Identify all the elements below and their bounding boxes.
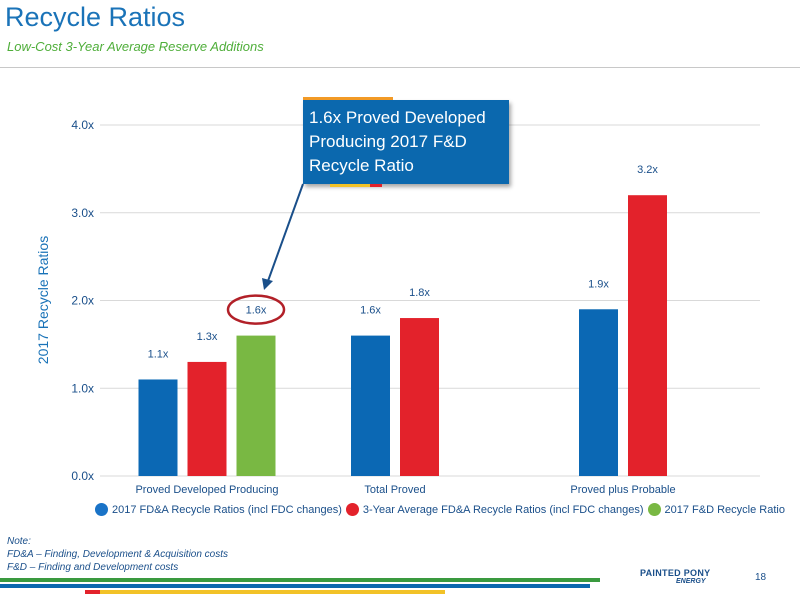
x-tick-label: Total Proved xyxy=(364,484,425,496)
legend-label-fda-3yr: 3-Year Average FD&A Recycle Ratios (incl… xyxy=(362,503,644,516)
legend-dot-fd-2017 xyxy=(647,503,661,516)
title-divider xyxy=(0,67,800,68)
footer-bar-yellow xyxy=(100,590,445,594)
bar xyxy=(187,361,227,476)
x-tick-label: Proved plus Probable xyxy=(570,484,675,496)
page-number: 18 xyxy=(755,572,767,583)
callout-stripe-bottom-2 xyxy=(370,184,382,187)
callout-box: 1.6x Proved Developed Producing 2017 F&D… xyxy=(303,100,509,184)
page-subtitle: Low-Cost 3-Year Average Reserve Addition… xyxy=(7,39,264,54)
footnote: Note: FD&A – Finding, Development & Acqu… xyxy=(7,535,228,574)
callout-arrow xyxy=(267,183,304,282)
data-label: 1.1x xyxy=(148,348,169,360)
data-label: 1.6x xyxy=(360,305,381,317)
bar xyxy=(628,195,667,476)
legend-label-fd-2017: 2017 F&D Recycle Ratio xyxy=(664,503,785,516)
data-label: 1.8x xyxy=(409,287,430,299)
x-tick-label: Proved Developed Producing xyxy=(135,484,278,496)
highlight-circle xyxy=(226,294,286,325)
footer-bar-green xyxy=(0,578,600,582)
legend-item-fd-2017: 2017 F&D Recycle Ratio xyxy=(647,503,785,516)
legend-dot-fda-2017 xyxy=(95,503,108,516)
y-axis-label: 2017 Recycle Ratios xyxy=(35,236,51,364)
callout-text: 1.6x Proved Developed Producing 2017 F&D… xyxy=(309,108,486,175)
callout-stripe-bottom xyxy=(330,184,370,187)
bar xyxy=(579,309,618,476)
footer-bar-blue xyxy=(0,584,590,588)
bar xyxy=(351,335,390,476)
legend-item-fda-3yr: 3-Year Average FD&A Recycle Ratios (incl… xyxy=(345,503,644,516)
y-tick-label: 2.0x xyxy=(71,294,94,308)
data-label: 1.9x xyxy=(588,278,609,290)
bar xyxy=(236,335,276,476)
page-title: Recycle Ratios xyxy=(5,2,186,32)
y-tick-label: 3.0x xyxy=(71,206,94,220)
legend-item-fda-2017: 2017 FD&A Recycle Ratios (incl FDC chang… xyxy=(95,503,342,516)
footnote-heading: Note: xyxy=(7,536,31,547)
company-logo: PAINTED PONY xyxy=(640,568,711,578)
y-tick-label: 0.0x xyxy=(71,469,94,483)
callout-arrow-head xyxy=(262,278,273,290)
legend-label-fda-2017: 2017 FD&A Recycle Ratios (incl FDC chang… xyxy=(112,503,342,516)
company-logo-sub: ENERGY xyxy=(676,578,706,585)
footnote-line-fd: F&D – Finding and Development costs xyxy=(7,562,179,573)
bar xyxy=(400,318,439,476)
y-tick-label: 1.0x xyxy=(71,381,94,395)
chart-legend: 2017 FD&A Recycle Ratios (incl FDC chang… xyxy=(95,503,789,516)
data-label: 1.6x xyxy=(246,305,267,317)
footer-bar-red xyxy=(85,590,100,594)
legend-dot-fda-3yr xyxy=(345,503,359,516)
bar xyxy=(138,379,178,476)
callout-stripe-top xyxy=(303,97,393,100)
y-tick-label: 4.0x xyxy=(71,118,94,132)
data-label: 3.2x xyxy=(637,164,658,176)
footnote-line-fda: FD&A – Finding, Development & Acquisitio… xyxy=(7,549,229,560)
data-label: 1.3x xyxy=(197,331,218,343)
